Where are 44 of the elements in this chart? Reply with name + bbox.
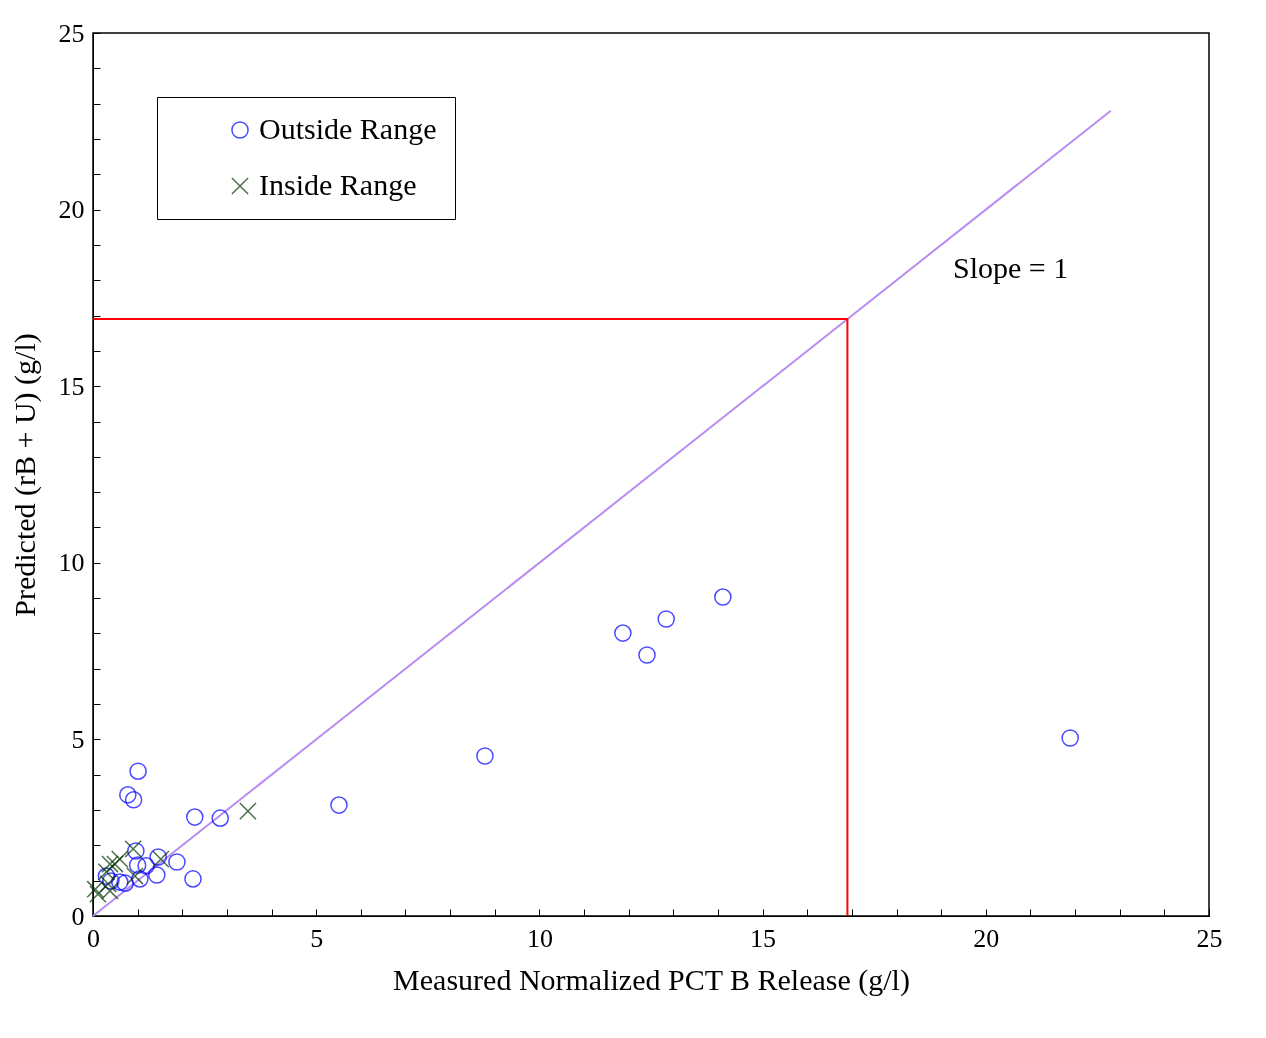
point	[657, 610, 675, 628]
x-tick-label: 25	[1196, 923, 1223, 953]
point	[106, 855, 124, 873]
legend-label: Inside Range	[259, 168, 417, 201]
legend-label: Outside Range	[259, 112, 437, 145]
y-tick-label: 10	[58, 548, 85, 578]
point	[128, 856, 147, 874]
y-tick-label: 25	[58, 18, 85, 48]
point	[89, 885, 107, 903]
x-tick-label: 10	[526, 923, 553, 953]
x-tick-label: 20	[973, 923, 1000, 953]
point	[110, 850, 129, 868]
point	[137, 857, 155, 875]
point	[330, 796, 348, 814]
point	[116, 874, 134, 892]
point	[184, 870, 202, 888]
point	[168, 853, 186, 871]
point	[239, 802, 257, 820]
point	[124, 791, 143, 809]
y-tick-label: 15	[58, 371, 85, 401]
x-axis-title: Measured Normalized PCT B Release (g/l)	[393, 962, 910, 997]
point	[476, 747, 494, 765]
x-tick-label: 15	[750, 923, 777, 953]
point	[185, 808, 204, 826]
y-tick-label: 5	[71, 724, 85, 754]
point	[638, 646, 656, 664]
point	[211, 809, 230, 827]
point	[126, 867, 144, 885]
y-axis-title: Predicted (rB + U) (g/l)	[7, 333, 42, 617]
point	[148, 866, 166, 884]
point	[97, 863, 116, 881]
point	[714, 588, 732, 606]
point	[101, 855, 119, 873]
point	[119, 786, 137, 804]
point	[129, 762, 147, 780]
annotation: Slope = 1	[953, 251, 1069, 284]
y-tick-label: 20	[58, 195, 85, 225]
x-tick-label: 5	[310, 923, 324, 953]
point	[1061, 729, 1079, 747]
point	[97, 867, 116, 885]
point	[110, 873, 129, 891]
y-tick-label: 0	[71, 901, 85, 931]
point	[614, 624, 632, 642]
point	[131, 870, 149, 888]
